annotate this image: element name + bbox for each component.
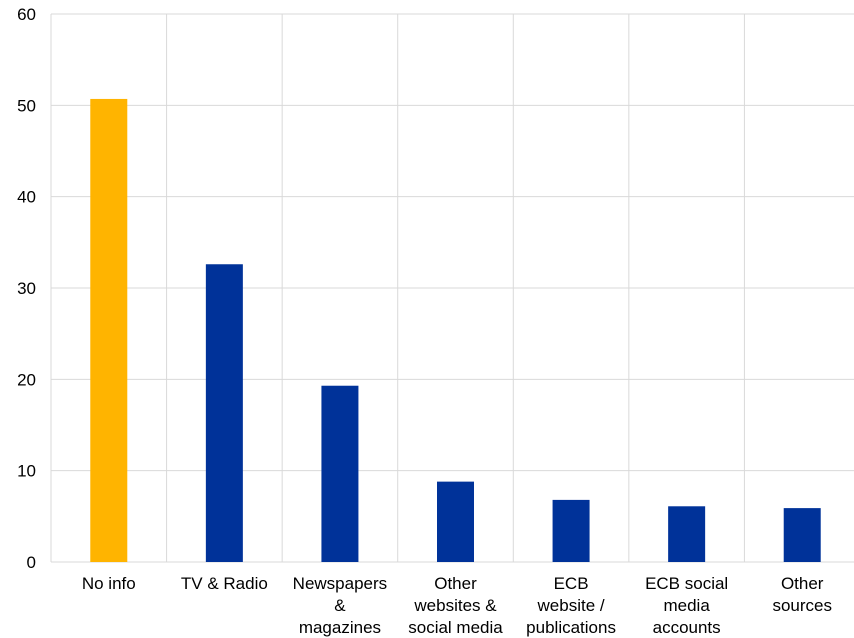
grid-lines <box>50 13 854 563</box>
x-tick-label: ECB website / publications <box>526 574 616 637</box>
y-tick-label: 60 <box>17 5 36 24</box>
x-tick-label: TV & Radio <box>181 574 268 593</box>
bar <box>437 481 474 562</box>
bars <box>90 98 821 562</box>
x-tick-label: Newspapers & magazines <box>293 574 388 637</box>
y-tick-label: 0 <box>27 553 36 572</box>
x-axis-labels: No info TV & Radio Newspapers & magazines Oth… <box>82 574 832 637</box>
bar <box>205 264 243 562</box>
x-tick-label: ECB social media accounts <box>645 574 728 637</box>
x-tick-label: Other websites & social media <box>408 574 503 637</box>
y-tick-label: 40 <box>17 188 36 207</box>
y-tick-label: 10 <box>17 462 36 481</box>
y-tick-label: 20 <box>17 370 36 389</box>
bar <box>783 508 821 562</box>
bar <box>668 506 706 562</box>
bar <box>90 98 128 562</box>
bar <box>552 499 590 562</box>
y-axis-ticks: 0 10 20 30 40 50 60 <box>17 5 36 572</box>
x-tick-label: Other sources <box>772 574 832 615</box>
y-tick-label: 30 <box>17 279 36 298</box>
y-tick-label: 50 <box>17 96 36 115</box>
bar <box>321 385 359 562</box>
x-tick-label: No info <box>82 574 136 593</box>
